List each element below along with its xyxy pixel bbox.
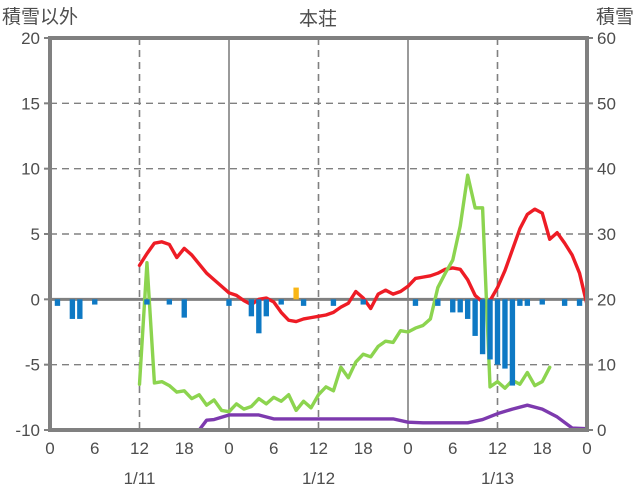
left-axis-tick: 0 [31,290,40,309]
x-axis-date-label: 1/12 [302,469,335,488]
x-axis-tick: 12 [309,439,328,458]
x-axis-tick: 12 [488,439,507,458]
x-axis-date-label: 1/13 [481,469,514,488]
left-axis-tick: 15 [21,94,40,113]
x-axis-tick: 0 [45,439,54,458]
left-axis-title: 積雪以外 [2,7,79,28]
right-axis-tick: 30 [597,225,616,244]
left-axis-tick: 20 [21,29,40,48]
x-axis-tick: 12 [130,439,149,458]
right-axis-tick: 60 [597,29,616,48]
x-axis-tick: 0 [224,439,233,458]
chart-title: 本荘 [298,9,337,30]
x-axis-tick: 18 [175,439,194,458]
right-axis-tick: 20 [597,290,616,309]
right-axis-tick: 40 [597,160,616,179]
grid-layer [50,38,587,430]
right-axis-tick: 50 [597,94,616,113]
series-layer [54,173,589,432]
x-axis-date-label: 1/11 [124,469,156,488]
left-axis-tick: -10 [15,421,40,440]
x-axis-tick: 18 [533,439,552,458]
left-axis-tick: -5 [25,356,40,375]
right-axis-tick: 10 [597,356,616,375]
x-axis-tick: 0 [582,439,591,458]
right-axis-title: 積雪 [595,7,634,28]
x-axis-tick: 6 [90,439,99,458]
x-axis-tick: 6 [269,439,278,458]
x-axis-tick: 0 [403,439,412,458]
left-axis-tick: 5 [31,225,40,244]
plot-frame [44,36,593,432]
left-axis-tick: 10 [21,160,40,179]
x-axis-tick: 6 [448,439,457,458]
x-axis-tick: 18 [354,439,373,458]
right-axis-tick: 0 [597,421,606,440]
